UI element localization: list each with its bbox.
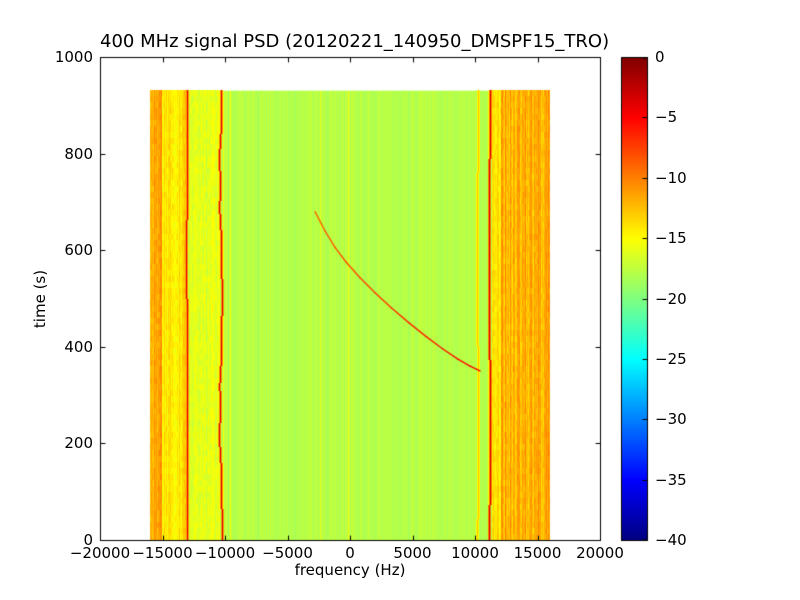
colorbar-tick-label: −15	[655, 229, 687, 248]
x-tick-label: 15000	[513, 544, 562, 562]
y-tick-label: 600	[64, 241, 93, 260]
x-tick-label: −5000	[262, 544, 313, 562]
y-axis-label: time (s)	[31, 269, 49, 329]
chart-title: 400 MHz signal PSD (20120221_140950_DMSP…	[100, 31, 610, 52]
x-tick-label: −20000	[69, 544, 131, 562]
x-tick-label: 20000	[576, 544, 624, 562]
y-tick-label: 200	[64, 434, 93, 453]
x-tick-label: 10000	[451, 544, 499, 562]
colorbar-tick-label: −25	[655, 349, 687, 368]
x-axis-label: frequency (Hz)	[294, 561, 406, 579]
y-tick-label: 800	[64, 144, 93, 163]
colorbar-tick-label: −10	[655, 168, 687, 187]
x-tick-label: −10000	[194, 544, 256, 562]
colorbar-tick-label: −20	[655, 289, 687, 308]
colorbar-tick-label: −30	[655, 410, 687, 429]
y-tick-label: 1000	[54, 48, 93, 66]
x-tick-label: 5000	[393, 544, 432, 562]
colorbar-tick-label: 0	[655, 48, 665, 66]
y-tick-label: 0	[83, 531, 93, 549]
x-tick-label: 0	[345, 544, 355, 562]
y-tick-label: 400	[64, 337, 93, 356]
colorbar-tick-label: −35	[655, 470, 687, 489]
colorbar-tick-label: −5	[655, 108, 678, 127]
colorbar-tick-label: −40	[655, 531, 687, 549]
x-tick-label: −15000	[132, 544, 193, 562]
